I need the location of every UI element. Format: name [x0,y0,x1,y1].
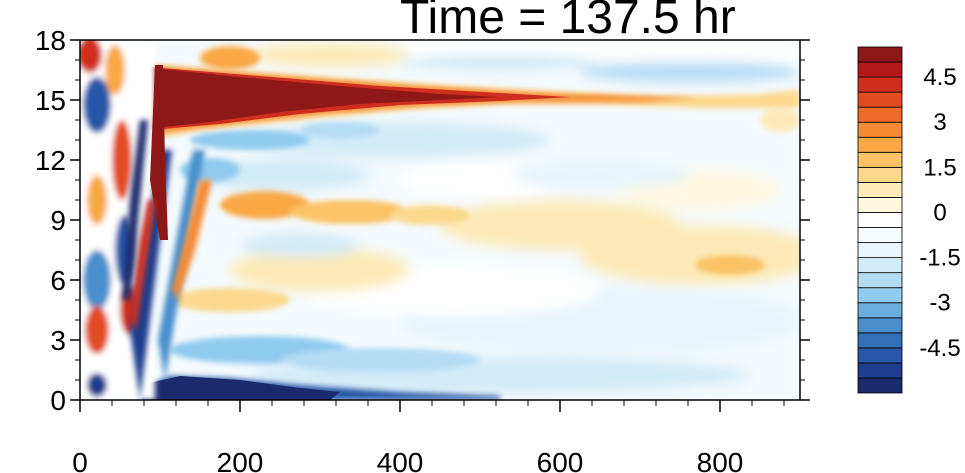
colorbar-box [857,166,903,183]
y-tick-label: 12 [35,145,66,176]
colorbar-box [857,362,903,379]
colorbar-box [857,212,903,228]
colorbar-box [857,332,903,349]
colorbar-box [857,347,903,364]
x-tick-label: 0 [72,447,88,473]
colorbar-box [857,287,903,304]
colorbar-box [857,151,903,168]
colorbar-box [857,197,903,213]
colorbar-labels: 4.5 3 1.5 0 -1.5 -3 -4.5 [919,64,960,362]
x-tick-label: 400 [377,447,424,473]
colorbar-box [857,272,903,289]
colorbar-box [857,136,903,153]
colorbar-label: -1.5 [919,245,960,272]
heatmap-field [80,40,800,400]
colorbar-box [857,181,903,198]
colorbar-box [857,257,903,274]
colorbar-label: 0 [933,199,946,226]
colorbar-label: -4.5 [919,335,960,362]
x-tick-label: 800 [697,447,744,473]
y-tick-label: 6 [50,265,66,296]
colorbar-box [857,227,903,243]
colorbar-box [857,76,903,93]
x-tick-label: 200 [217,447,264,473]
colorbar-box [857,106,903,123]
chart-title: Time = 137.5 hr [400,0,736,44]
colorbar-label: 1.5 [923,154,956,181]
colorbar-box [857,121,903,138]
x-tick-label: 600 [537,447,584,473]
y-tick-label: 15 [35,85,66,116]
colorbar-box [857,46,903,63]
y-tick-label: 18 [35,25,66,56]
colorbar [857,46,903,394]
colorbar-box [857,91,903,108]
y-tick-label: 0 [50,385,66,416]
colorbar-box [857,242,903,259]
x-axis: 0 200 400 600 800 [72,400,785,473]
y-tick-label: 9 [50,205,66,236]
colorbar-label: 3 [933,109,946,136]
colorbar-box [857,377,903,394]
colorbar-box [857,61,903,78]
colorbar-label: 4.5 [923,64,956,91]
y-tick-label: 3 [50,325,66,356]
y-axis: 0 3 6 9 12 15 18 [35,25,810,416]
colorbar-box [857,302,903,319]
colorbar-box [857,317,903,334]
colorbar-label: -3 [929,290,950,317]
